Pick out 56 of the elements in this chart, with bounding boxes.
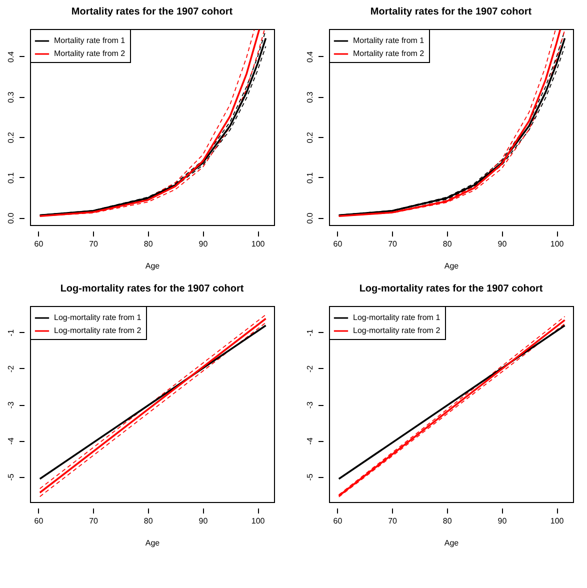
x-axis-title: Age xyxy=(444,538,460,548)
x-tick-label: 70 xyxy=(388,516,398,526)
x-tick-label: 90 xyxy=(498,240,508,248)
x-tick-label: 80 xyxy=(144,240,154,248)
legend-label: Log-mortality rate from 2 xyxy=(54,326,142,335)
y-tick-label: -5 xyxy=(6,473,16,481)
x-tick-label: 70 xyxy=(89,516,99,526)
legend-label: Mortality rate from 2 xyxy=(353,49,425,58)
y-tick-label: 0.1 xyxy=(306,172,314,184)
legend-label: Mortality rate from 2 xyxy=(54,49,126,58)
y-tick-label: 0.2 xyxy=(6,131,16,144)
x-tick-label: 100 xyxy=(550,516,564,526)
y-tick-label: 0.4 xyxy=(306,50,314,62)
y-tick-label: -4 xyxy=(6,437,16,445)
x-tick-label: 90 xyxy=(198,516,208,526)
y-tick-label: 0.0 xyxy=(306,212,314,224)
x-tick-label: 100 xyxy=(251,516,266,526)
legend-label: Log-mortality rate from 1 xyxy=(353,313,441,322)
chart-title: Log-mortality rates for the 1907 cohort xyxy=(359,284,544,294)
legend-label: Mortality rate from 1 xyxy=(353,36,425,45)
x-tick-label: 60 xyxy=(34,516,44,526)
chart-title: Mortality rates for the 1907 cohort xyxy=(370,6,532,18)
x-axis-title: Age xyxy=(145,262,160,270)
y-tick-label: 0.3 xyxy=(306,91,314,103)
y-tick-label: -5 xyxy=(306,473,314,481)
x-tick-label: 70 xyxy=(89,240,99,248)
x-tick-label: 100 xyxy=(251,240,266,248)
x-tick-label: 100 xyxy=(550,240,564,248)
y-tick-label: -3 xyxy=(6,400,16,409)
x-tick-label: 60 xyxy=(34,240,44,248)
x-tick-label: 80 xyxy=(144,516,154,526)
y-tick-label: -1 xyxy=(306,328,314,336)
x-tick-label: 90 xyxy=(198,240,208,248)
legend-label: Log-mortality rate from 1 xyxy=(54,313,142,322)
y-tick-label: -1 xyxy=(6,328,16,336)
legend-label: Mortality rate from 1 xyxy=(54,36,126,45)
x-tick-label: 80 xyxy=(442,516,452,526)
x-axis-title: Age xyxy=(145,538,160,548)
y-tick-label: 0.2 xyxy=(306,131,314,144)
y-tick-label: -2 xyxy=(306,364,314,373)
y-tick-label: -3 xyxy=(306,400,314,409)
x-tick-label: 80 xyxy=(442,240,452,248)
y-tick-label: -2 xyxy=(6,364,16,373)
x-axis-title: Age xyxy=(444,262,460,270)
legend-label: Log-mortality rate from 2 xyxy=(353,326,441,335)
chart-title: Log-mortality rates for the 1907 cohort xyxy=(60,284,244,294)
x-tick-label: 60 xyxy=(333,240,343,248)
x-tick-label: 70 xyxy=(388,240,398,248)
y-tick-label: 0.4 xyxy=(6,50,16,62)
x-tick-label: 90 xyxy=(498,516,508,526)
x-tick-label: 60 xyxy=(333,516,343,526)
y-tick-label: 0.1 xyxy=(6,172,16,184)
y-tick-label: 0.3 xyxy=(6,91,16,103)
y-tick-label: -4 xyxy=(306,437,314,445)
chart-title: Mortality rates for the 1907 cohort xyxy=(71,6,234,18)
y-tick-label: 0.0 xyxy=(6,212,16,224)
